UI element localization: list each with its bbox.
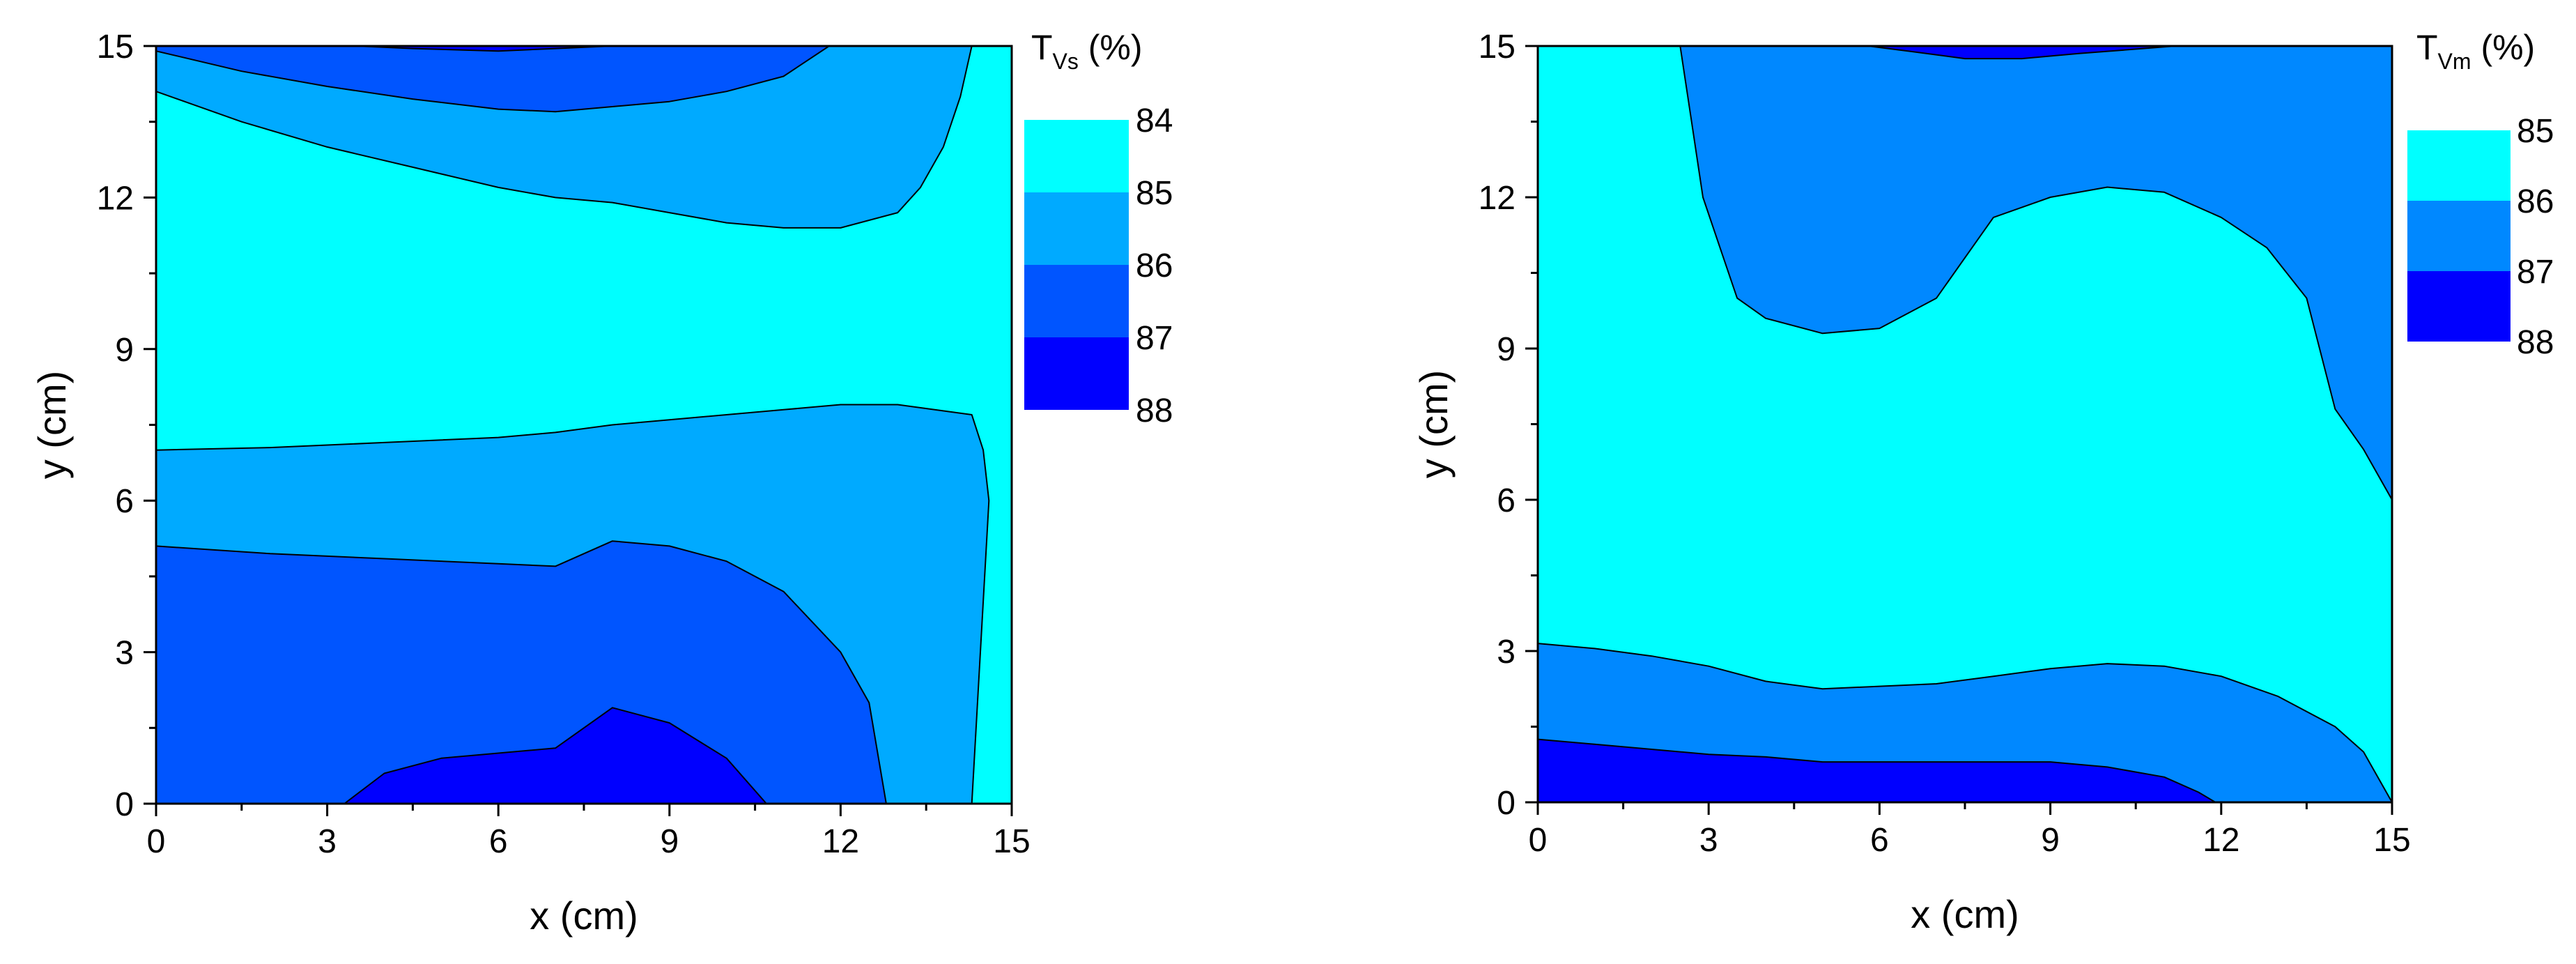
x-tick-label: 0 bbox=[1529, 822, 1548, 859]
colorbar-level-label: 87 bbox=[2517, 254, 2554, 291]
colorbar-swatch bbox=[2407, 271, 2511, 342]
colorbar-level-label: 85 bbox=[2517, 113, 2554, 150]
y-tick-label: 0 bbox=[115, 786, 134, 823]
y-tick-label: 3 bbox=[115, 635, 134, 672]
y-tick-label: 9 bbox=[115, 332, 134, 369]
colorbar-swatch bbox=[2407, 130, 2511, 201]
colorbar-swatch bbox=[1024, 265, 1129, 337]
x-tick-label: 15 bbox=[993, 823, 1030, 860]
colorbar-swatch bbox=[1024, 337, 1129, 410]
x-axis-title: x (cm) bbox=[1911, 892, 2019, 936]
x-tick-label: 12 bbox=[2203, 822, 2239, 859]
colorbar-swatch bbox=[1024, 120, 1129, 192]
contour-region-5 bbox=[344, 707, 767, 804]
colorbar-level-label: 84 bbox=[1136, 102, 1173, 139]
contour-region-2 bbox=[1867, 46, 2177, 60]
contour-region-0 bbox=[1679, 46, 2392, 500]
x-tick-label: 9 bbox=[2041, 822, 2060, 859]
colorbar-level-label: 86 bbox=[1136, 247, 1173, 284]
y-tick-label: 3 bbox=[1497, 634, 1515, 671]
colorbar-title: TVm (%) bbox=[2416, 28, 2535, 74]
colorbar-level-label: 86 bbox=[2517, 183, 2554, 220]
y-tick-label: 12 bbox=[97, 180, 134, 217]
contour-region-4 bbox=[355, 46, 613, 52]
colorbar: 85 86 87 88 TVm (%) bbox=[2407, 28, 2554, 361]
contour-region-2 bbox=[156, 46, 830, 113]
x-tick-label: 3 bbox=[318, 823, 337, 860]
y-tick-label: 15 bbox=[1479, 29, 1515, 66]
contour-fill-area bbox=[1538, 46, 2392, 802]
contour-panel-tvs: 0 3 6 9 12 15 0 3 6 9 12 15 x (cm) y (cm) 84 85 86 87 88 TV… bbox=[30, 28, 1173, 938]
y-axis-title: y (cm) bbox=[1412, 370, 1456, 479]
y-tick-label: 6 bbox=[1497, 482, 1515, 519]
y-tick-label: 0 bbox=[1497, 785, 1515, 822]
x-tick-label: 6 bbox=[1870, 822, 1889, 859]
colorbar-swatch bbox=[1024, 192, 1129, 265]
colorbar-level-label: 88 bbox=[1136, 392, 1173, 429]
colorbar-level-label: 88 bbox=[2517, 324, 2554, 361]
colorbar-level-label: 85 bbox=[1136, 175, 1173, 212]
y-axis-title: y (cm) bbox=[30, 371, 74, 480]
x-tick-label: 15 bbox=[2373, 822, 2410, 859]
contour-panel-tvm: 0 3 6 9 12 15 0 3 6 9 12 15 x (cm) y (cm) 85 86 87 88 TVm … bbox=[1412, 28, 2554, 936]
colorbar-swatch bbox=[2407, 201, 2511, 271]
y-tick-label: 6 bbox=[115, 483, 134, 520]
x-tick-label: 6 bbox=[489, 823, 508, 860]
colorbar-level-label: 87 bbox=[1136, 320, 1173, 357]
x-tick-label: 9 bbox=[660, 823, 679, 860]
y-tick-label: 15 bbox=[97, 29, 134, 66]
x-tick-label: 3 bbox=[1699, 822, 1718, 859]
y-tick-label: 9 bbox=[1497, 331, 1515, 368]
x-tick-label: 0 bbox=[147, 823, 166, 860]
x-axis-title: x (cm) bbox=[530, 894, 638, 938]
contour-region-3 bbox=[1538, 738, 2216, 802]
colorbar: 84 85 86 87 88 TVs (%) bbox=[1024, 28, 1173, 429]
x-tick-label: 12 bbox=[822, 823, 859, 860]
colorbar-title: TVs (%) bbox=[1031, 28, 1143, 74]
contour-region-3 bbox=[156, 540, 887, 804]
contour-fill-area bbox=[156, 46, 1012, 804]
y-tick-label: 12 bbox=[1479, 180, 1515, 217]
